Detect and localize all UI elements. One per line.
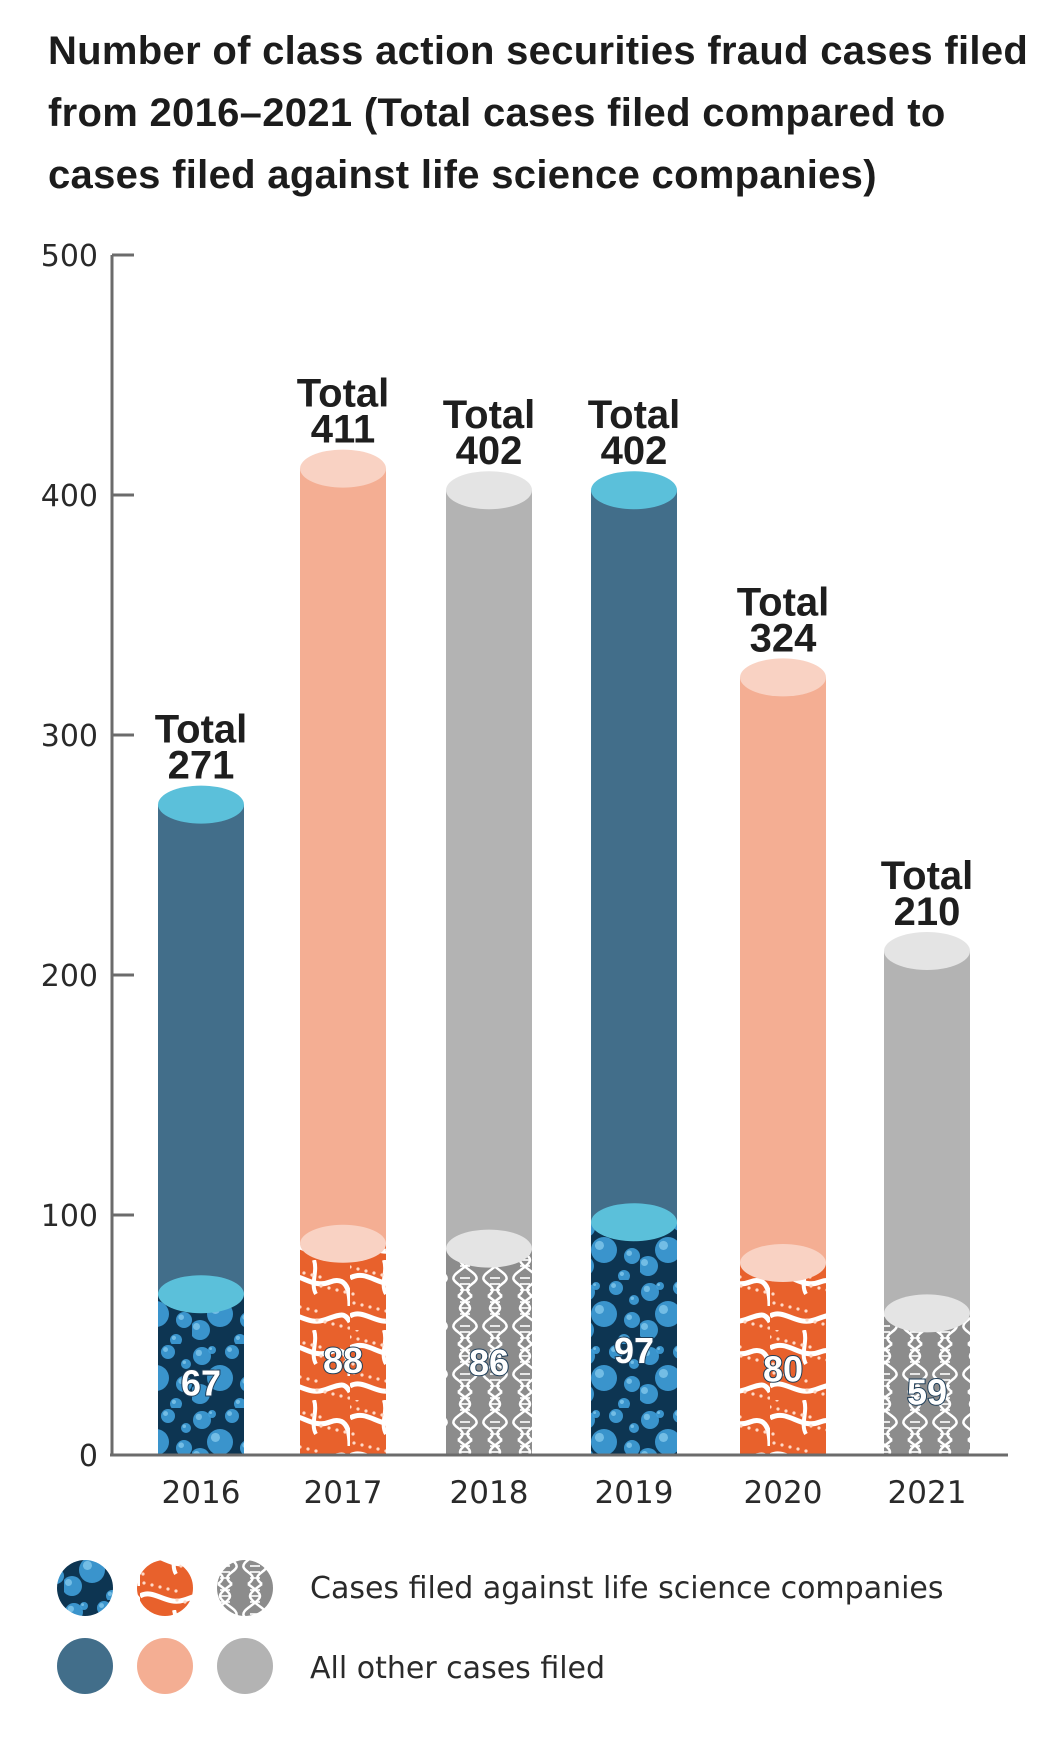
bar-group-2017	[300, 449, 386, 1455]
life-science-value-2017: 88	[323, 1340, 363, 1381]
legend-swatch-life-science-gray	[217, 1560, 273, 1616]
legend-swatches	[57, 1560, 273, 1694]
x-tick-label-2018: 2018	[450, 1475, 529, 1511]
bar-life-science-2019	[591, 1222, 677, 1455]
y-tick-label-200: 200	[41, 959, 98, 994]
y-tick-label-500: 500	[41, 239, 98, 274]
bar-group-2018	[446, 471, 532, 1455]
y-tick-label-400: 400	[41, 479, 98, 514]
total-value-2020: 324	[750, 616, 817, 660]
life-science-value-2020: 80	[763, 1349, 803, 1390]
bar-life-science-2016	[158, 1294, 244, 1455]
legend-swatch-life-science-blue	[57, 1560, 113, 1616]
bar-other-2020	[740, 677, 826, 1263]
legend-swatch-other-gray	[217, 1638, 273, 1694]
bar-divider-2021	[884, 1294, 970, 1333]
bar-life-science-2018	[446, 1248, 532, 1455]
legend-label-other: All other cases filed	[310, 1651, 606, 1686]
x-tick-label-2016: 2016	[162, 1475, 241, 1511]
bars-layer	[158, 449, 970, 1455]
bar-group-2021	[884, 932, 970, 1455]
total-value-2021: 210	[894, 890, 961, 934]
y-tick-label-100: 100	[41, 1199, 98, 1234]
total-prefix-2021: Total	[881, 854, 974, 898]
bar-divider-2016	[158, 1275, 244, 1314]
bar-top-2018	[446, 471, 532, 510]
bar-life-science-2021	[884, 1313, 970, 1455]
y-tick-label-0: 0	[79, 1439, 98, 1474]
x-tick-label-2021: 2021	[888, 1475, 967, 1511]
legend-swatch-other-orange	[137, 1638, 193, 1694]
chart-title: Number of class action securities fraud …	[48, 29, 1029, 197]
total-prefix-2016: Total	[155, 708, 248, 752]
total-value-2017: 411	[311, 408, 376, 452]
bar-top-2020	[740, 658, 826, 697]
bar-top-2019	[591, 471, 677, 510]
bar-top-2017	[300, 449, 386, 488]
labels-layer: 67Total271201688Total411201786Total40220…	[155, 372, 974, 1511]
x-tick-label-2020: 2020	[744, 1475, 823, 1511]
bar-top-2016	[158, 785, 244, 824]
legend-swatch-life-science-orange	[137, 1560, 193, 1616]
bar-group-2019	[591, 471, 677, 1455]
total-prefix-2020: Total	[737, 580, 830, 624]
bar-top-2021	[884, 932, 970, 970]
bar-group-2016	[158, 785, 244, 1455]
legend-swatch-other-blue	[57, 1638, 113, 1694]
life-science-value-2018: 86	[469, 1342, 509, 1383]
total-prefix-2019: Total	[588, 393, 681, 437]
life-science-value-2016: 67	[181, 1363, 221, 1404]
total-value-2018: 402	[456, 429, 523, 473]
life-science-value-2019: 97	[614, 1330, 654, 1371]
bar-other-2019	[591, 490, 677, 1223]
bar-life-science-2017	[300, 1243, 386, 1455]
x-tick-label-2019: 2019	[595, 1475, 674, 1511]
legend-label-life-science: Cases filed against life science compani…	[310, 1571, 944, 1606]
life-science-value-2021: 59	[907, 1371, 947, 1412]
x-tick-label-2017: 2017	[304, 1475, 383, 1511]
bar-divider-2018	[446, 1229, 532, 1268]
total-prefix-2017: Total	[297, 372, 390, 416]
bar-other-2018	[446, 490, 532, 1249]
y-tick-label-300: 300	[41, 719, 98, 754]
total-prefix-2018: Total	[443, 393, 536, 437]
bar-other-2021	[884, 951, 970, 1314]
bar-divider-2019	[591, 1203, 677, 1242]
bar-other-2017	[300, 468, 386, 1244]
bar-other-2016	[158, 804, 244, 1295]
bar-divider-2017	[300, 1224, 386, 1263]
total-value-2019: 402	[601, 429, 668, 473]
bar-group-2020	[740, 658, 826, 1455]
axes-layer: 0 100 200 300 400 500	[41, 239, 1008, 1474]
bar-divider-2020	[740, 1244, 826, 1282]
total-value-2016: 271	[168, 744, 235, 788]
bar-life-science-2020	[740, 1263, 826, 1455]
